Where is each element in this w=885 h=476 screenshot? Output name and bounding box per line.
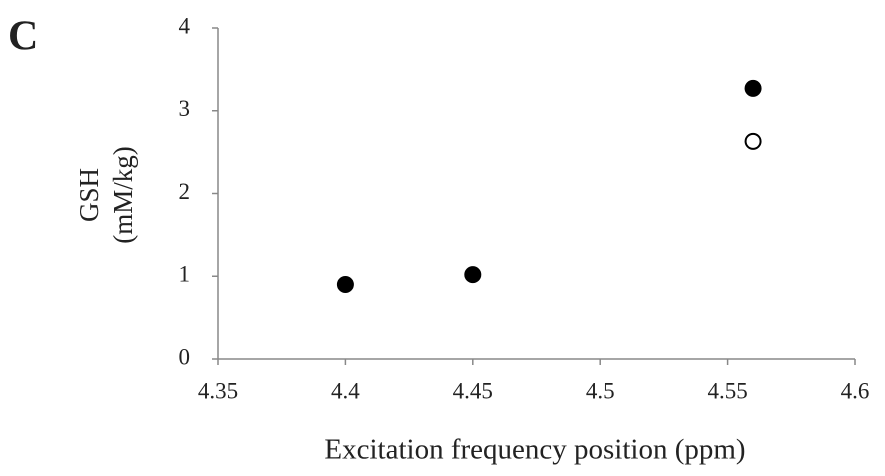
data-point	[336, 276, 354, 294]
x-tick-label: 4.35	[198, 378, 238, 403]
y-axis-title-line: GSH	[74, 168, 104, 222]
data-point	[464, 266, 482, 284]
y-axis-title: GSH (mM/kg)	[74, 146, 138, 244]
x-tick-label: 4.45	[453, 378, 493, 403]
x-tick-label: 4.55	[707, 378, 747, 403]
y-tick-label: 3	[179, 96, 191, 121]
x-tick-label: 4.5	[586, 378, 615, 403]
y-tick-label: 2	[179, 179, 191, 204]
data-point	[744, 79, 762, 97]
x-tick-label: 4.6	[841, 378, 870, 403]
y-axis-title-line: (mM/kg)	[108, 146, 138, 244]
x-tick-label: 4.4	[331, 378, 360, 403]
y-tick-label: 4	[179, 13, 191, 38]
x-axis-title: Excitation frequency position (ppm)	[324, 434, 745, 466]
panel-label: C	[8, 14, 38, 60]
data-point	[744, 132, 762, 150]
y-tick-label: 0	[179, 344, 191, 369]
y-tick-label: 1	[179, 262, 191, 287]
